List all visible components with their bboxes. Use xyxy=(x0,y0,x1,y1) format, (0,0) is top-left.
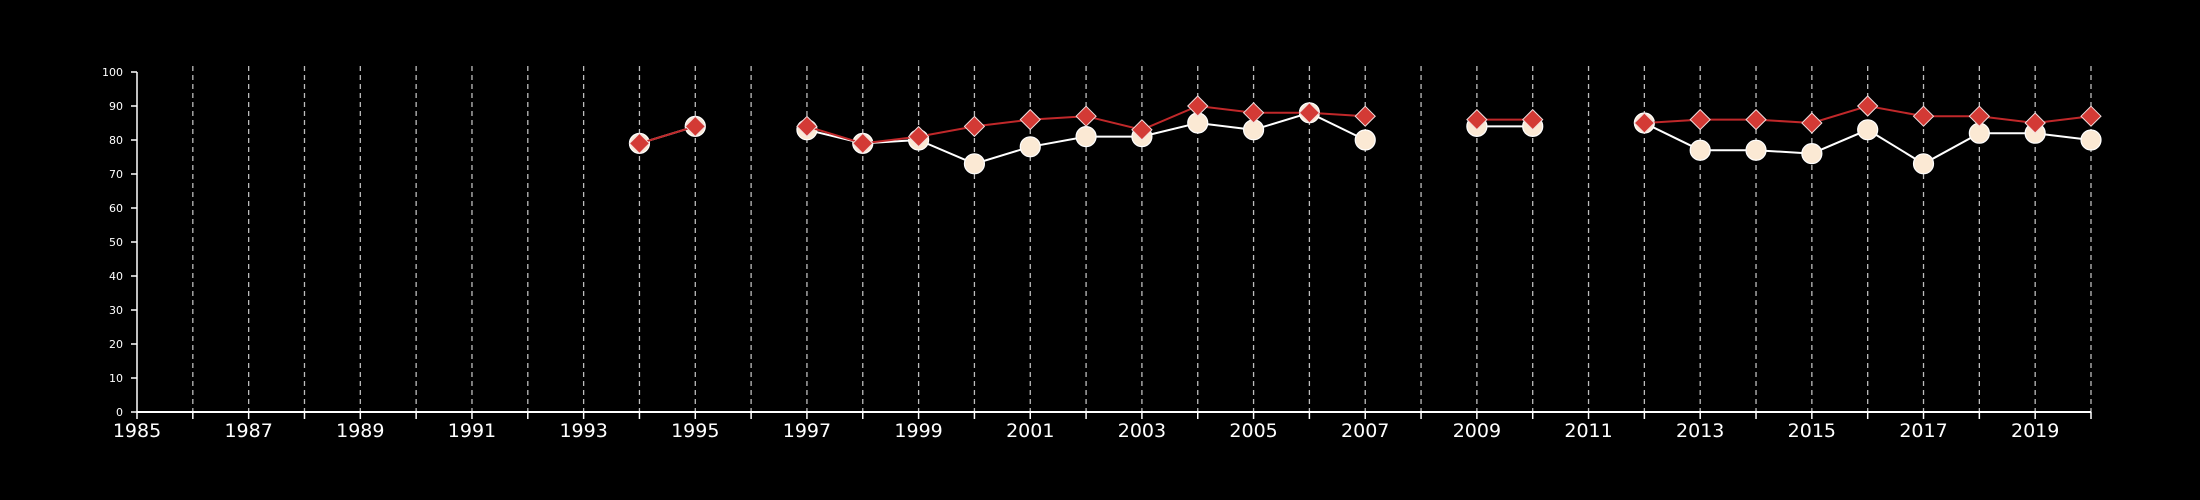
x-tick-label-1997: 1997 xyxy=(783,420,831,442)
series-2-point-1994 xyxy=(628,132,651,155)
series-2-point-2003 xyxy=(1131,119,1153,141)
series-1-point-2014 xyxy=(1745,139,1767,161)
x-tick-label-1989: 1989 xyxy=(336,420,384,442)
y-tick-label-90: 90 xyxy=(109,100,123,113)
y-tick-label-60: 60 xyxy=(109,202,123,215)
x-tick-label-1991: 1991 xyxy=(448,420,496,442)
y-tick-label-30: 30 xyxy=(109,304,123,317)
x-tick-label-1993: 1993 xyxy=(559,420,607,442)
series-1-point-2001 xyxy=(1019,136,1041,158)
x-tick-label-1987: 1987 xyxy=(224,420,272,442)
series-2-point-1995 xyxy=(684,115,706,138)
series-2-point-2007 xyxy=(1354,105,1376,127)
series-2-point-2009 xyxy=(1466,108,1488,131)
series-2-point-2000 xyxy=(963,115,986,138)
series-2-point-2013 xyxy=(1689,108,1711,131)
series-2-point-2019 xyxy=(2024,112,2046,134)
series-1-point-2013 xyxy=(1689,139,1711,161)
series-2-point-2017 xyxy=(1912,105,1935,127)
y-tick-label-100: 100 xyxy=(102,66,123,79)
y-tick-label-20: 20 xyxy=(109,338,123,351)
series-2-point-2012 xyxy=(1633,112,1656,134)
series-2-point-2015 xyxy=(1801,112,1823,134)
series-2-point-2014 xyxy=(1745,108,1767,131)
series-2-point-2004 xyxy=(1187,95,1209,117)
series-2-point-2016 xyxy=(1856,95,1879,117)
x-tick-label-2009: 2009 xyxy=(1453,420,1501,442)
axes-layer: 0 10 20 30 40 50 60 70 80 90 100 1985 1987 1989 1991 19… xyxy=(102,66,2092,442)
x-tick-label-2007: 2007 xyxy=(1341,420,1389,442)
series-2-point-1997 xyxy=(796,115,818,138)
x-tick-label-1999: 1999 xyxy=(894,420,942,442)
series-1-point-2017 xyxy=(1912,153,1935,175)
series-2-point-2010 xyxy=(1522,108,1544,131)
series-layer xyxy=(628,95,2102,175)
y-tick-label-50: 50 xyxy=(109,236,123,249)
series-1-point-2015 xyxy=(1801,143,1823,165)
y-tick-label-80: 80 xyxy=(109,134,123,147)
y-tick-label-0: 0 xyxy=(116,406,123,419)
series-2-point-2006 xyxy=(1298,102,1321,124)
y-tick-label-40: 40 xyxy=(109,270,123,283)
series-2-point-2018 xyxy=(1968,105,1991,127)
y-tick-label-10: 10 xyxy=(109,372,123,385)
x-tick-label-2005: 2005 xyxy=(1229,420,1277,442)
series-2-point-2002 xyxy=(1075,105,1097,127)
x-tick-label-2001: 2001 xyxy=(1006,420,1054,442)
series-2-point-1999 xyxy=(907,125,930,148)
series-1-point-2007 xyxy=(1354,129,1376,151)
x-tick-label-2017: 2017 xyxy=(1899,420,1947,442)
x-tick-label-2019: 2019 xyxy=(2011,420,2059,442)
x-tick-label-1985: 1985 xyxy=(113,420,161,442)
y-tick-label-70: 70 xyxy=(109,168,123,181)
series-2-point-1998 xyxy=(852,132,874,155)
series-2-point-2020 xyxy=(2080,105,2102,127)
series-1-point-2000 xyxy=(963,153,986,175)
series-1-point-2016 xyxy=(1857,119,1879,141)
x-tick-label-2003: 2003 xyxy=(1118,420,1166,442)
series-1-point-2020 xyxy=(2080,129,2102,151)
series-2-point-2001 xyxy=(1019,108,1041,131)
series-1-point-2002 xyxy=(1075,126,1097,148)
series-2-line-1 xyxy=(639,125,696,145)
x-tick-label-2013: 2013 xyxy=(1676,420,1724,442)
x-tick-label-2015: 2015 xyxy=(1788,420,1836,442)
series-2-point-2005 xyxy=(1242,102,1265,124)
x-tick-label-2011: 2011 xyxy=(1564,420,1612,442)
x-tick-label-1995: 1995 xyxy=(671,420,719,442)
